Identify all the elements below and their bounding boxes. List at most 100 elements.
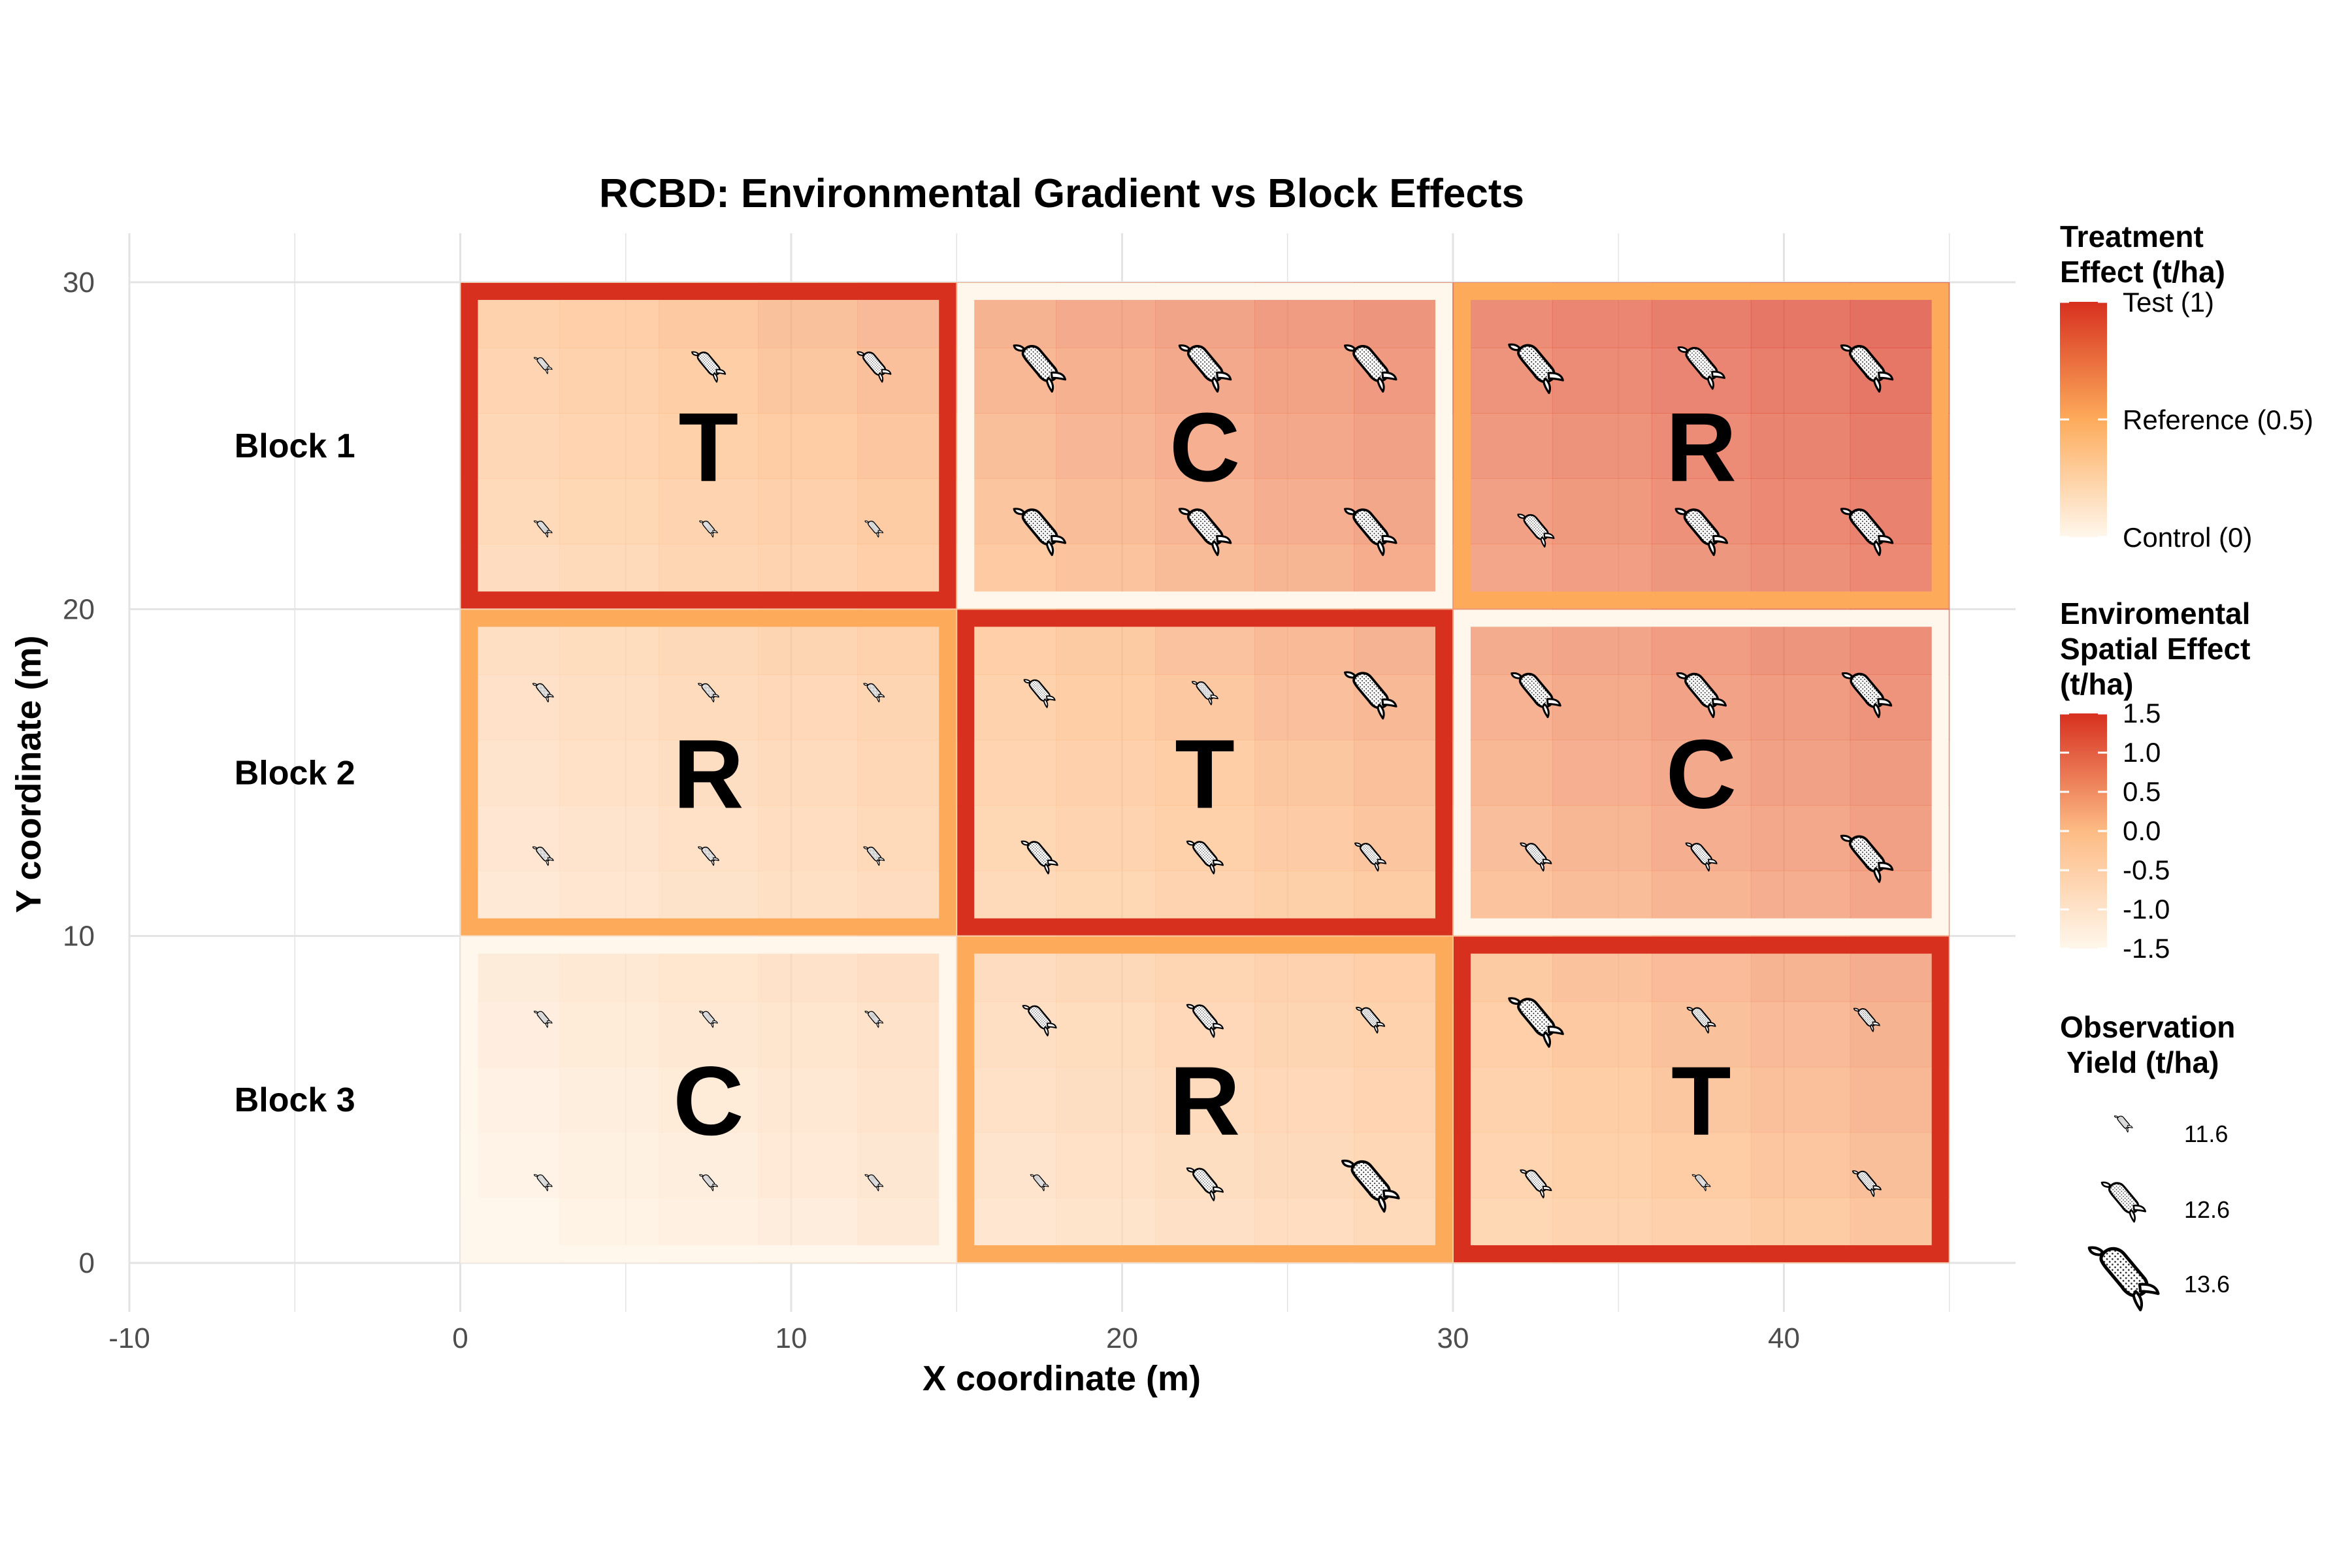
colorbar-label: 1.5 bbox=[2123, 698, 2161, 728]
colorbar-label: Reference (0.5) bbox=[2123, 404, 2313, 435]
axes: -10 0 10 20 30 40 0 10 20 30 bbox=[63, 267, 1800, 1354]
y-tick-label: 0 bbox=[79, 1247, 95, 1279]
treatment-border bbox=[1453, 283, 1949, 609]
legend-yield-label: 13.6 bbox=[2184, 1271, 2230, 1298]
environment-tile bbox=[1552, 740, 1652, 806]
environment-tile bbox=[1155, 740, 1255, 806]
y-axis-title: Y coordinate (m) bbox=[9, 635, 48, 913]
environment-tile bbox=[1552, 1132, 1652, 1198]
environment-tile bbox=[1254, 740, 1354, 806]
x-tick-label: 0 bbox=[452, 1322, 468, 1354]
environment-tile bbox=[1552, 348, 1652, 414]
environment-tile bbox=[1056, 740, 1156, 806]
treatment-border bbox=[957, 283, 1452, 609]
block-label: Block 3 bbox=[235, 1081, 355, 1119]
treatment-letter: T bbox=[1671, 1046, 1731, 1156]
environment-tile bbox=[1750, 413, 1851, 479]
treatment-border bbox=[957, 936, 1452, 1262]
legend-title: Enviromental bbox=[2060, 596, 2250, 630]
environment-tile bbox=[1750, 805, 1851, 872]
environment-tile bbox=[1254, 805, 1354, 872]
chart-title: RCBD: Environmental Gradient vs Block Ef… bbox=[599, 171, 1524, 216]
treatment-border bbox=[461, 936, 956, 1262]
colorbar-label: 0.0 bbox=[2123, 815, 2161, 846]
environment-tile bbox=[758, 348, 858, 414]
environment-tile bbox=[1750, 1132, 1851, 1198]
treatment-border bbox=[1453, 610, 1949, 936]
treatment-letter: T bbox=[679, 392, 739, 502]
environment-tile bbox=[1651, 740, 1752, 806]
block-label: Block 2 bbox=[235, 755, 355, 792]
environment-tile bbox=[1254, 1132, 1354, 1198]
treatment-letter: C bbox=[673, 1046, 743, 1156]
legend-title: Effect (t/ha) bbox=[2060, 255, 2225, 289]
environment-tile bbox=[758, 740, 858, 806]
environment-tile bbox=[559, 674, 659, 741]
environment-tile bbox=[659, 1132, 759, 1198]
environment-tile bbox=[1552, 1001, 1652, 1068]
environment-tile bbox=[1254, 478, 1354, 544]
treatment-letter: C bbox=[1666, 719, 1737, 829]
treatment-letter: T bbox=[1175, 719, 1235, 829]
legend-title: Spatial Effect bbox=[2060, 632, 2250, 666]
treatment-letter: R bbox=[673, 719, 743, 829]
environment-tile bbox=[758, 413, 858, 479]
environment-tile bbox=[559, 1132, 659, 1198]
environment-tile bbox=[1254, 413, 1354, 479]
environment-tile bbox=[758, 1132, 858, 1198]
environment-tile bbox=[1552, 1066, 1652, 1133]
y-tick-label: 10 bbox=[63, 921, 95, 953]
plot-cell bbox=[1452, 609, 1950, 937]
environment-tile bbox=[659, 1066, 759, 1133]
legend-title: (t/ha) bbox=[2060, 667, 2133, 701]
plot-cell bbox=[956, 282, 1454, 610]
legend-title: Observation bbox=[2060, 1010, 2235, 1044]
environment-tile bbox=[1254, 674, 1354, 741]
treatment-letter: R bbox=[1666, 392, 1737, 502]
y-tick-label: 20 bbox=[63, 593, 95, 625]
x-tick-label: -10 bbox=[108, 1322, 150, 1354]
treatment-letter: C bbox=[1169, 392, 1240, 502]
environment-tile bbox=[1552, 805, 1652, 872]
environment-tile bbox=[758, 1066, 858, 1133]
environment-tile bbox=[758, 1001, 858, 1068]
colorbar-label: 0.5 bbox=[2123, 776, 2161, 807]
legend-yield-label: 12.6 bbox=[2184, 1196, 2230, 1223]
colorbar-label: 1.0 bbox=[2123, 737, 2161, 768]
colorbar-label: -1.5 bbox=[2123, 933, 2170, 964]
plot-cell bbox=[956, 936, 1454, 1264]
environment-tile bbox=[1651, 1066, 1752, 1133]
legend-corn-icon bbox=[2097, 1172, 2149, 1224]
environment-tile bbox=[1056, 413, 1156, 479]
environment-tile bbox=[1750, 1066, 1851, 1133]
environment-tile bbox=[1155, 1066, 1255, 1133]
environment-tile bbox=[758, 805, 858, 872]
environment-tile bbox=[1056, 478, 1156, 544]
plot-cell bbox=[1452, 282, 1950, 610]
environment-tile bbox=[1552, 413, 1652, 479]
environment-tile bbox=[559, 740, 659, 806]
environment-tile bbox=[1254, 348, 1354, 414]
environment-tile bbox=[1750, 740, 1851, 806]
x-tick-label: 20 bbox=[1106, 1322, 1138, 1354]
legend-corn-icon bbox=[2083, 1233, 2161, 1311]
environment-tile bbox=[1651, 413, 1752, 479]
treatment-border bbox=[461, 283, 956, 609]
environment-tile bbox=[659, 740, 759, 806]
environment-tile bbox=[1750, 1001, 1851, 1068]
legend-title: Treatment bbox=[2060, 220, 2204, 253]
environment-tile bbox=[1750, 348, 1851, 414]
legend-title: Yield (t/ha) bbox=[2066, 1045, 2219, 1079]
x-tick-label: 40 bbox=[1768, 1322, 1800, 1354]
legend-corn-icon bbox=[2112, 1111, 2134, 1133]
y-tick-label: 30 bbox=[63, 267, 95, 299]
treatment-border bbox=[957, 610, 1452, 936]
environment-tile bbox=[1056, 1001, 1156, 1068]
environment-tile bbox=[758, 478, 858, 544]
x-tick-label: 30 bbox=[1437, 1322, 1469, 1354]
environment-tile bbox=[659, 478, 759, 544]
environment-tile bbox=[559, 805, 659, 872]
colorbar-label: Control (0) bbox=[2123, 522, 2252, 553]
